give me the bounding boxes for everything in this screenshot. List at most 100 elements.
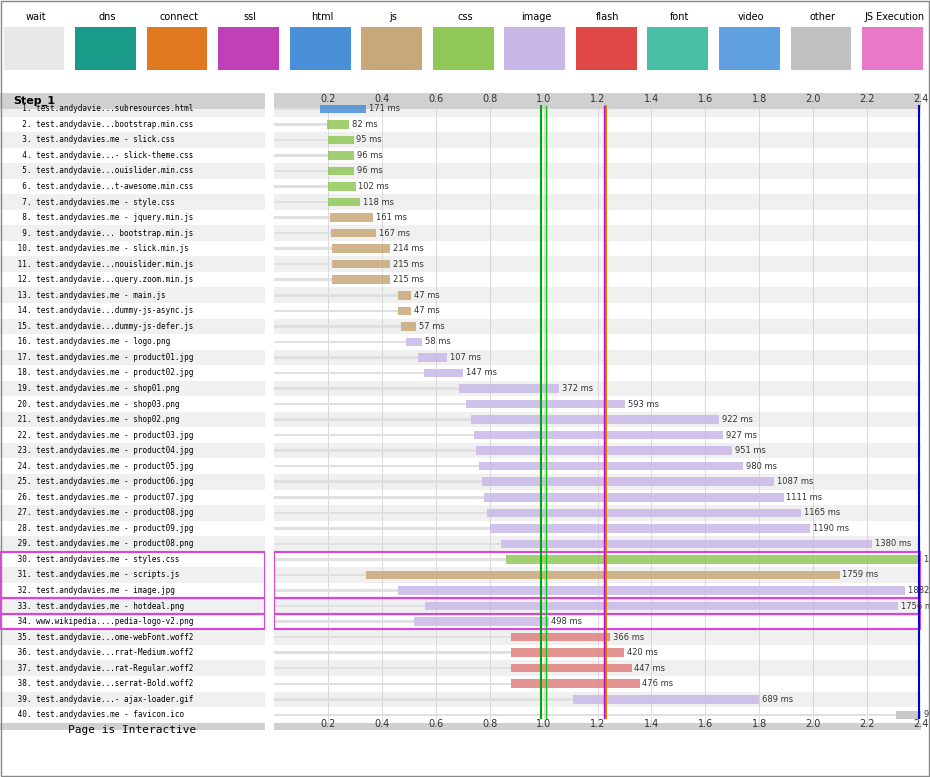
Text: 1087 ms: 1087 ms bbox=[777, 477, 814, 486]
Bar bbox=[512, 648, 624, 657]
Bar bbox=[398, 306, 411, 315]
Text: 24. test.andydavies.me - product05.jpg: 24. test.andydavies.me - product05.jpg bbox=[13, 462, 193, 471]
Bar bbox=[274, 319, 921, 334]
Text: 1.6: 1.6 bbox=[698, 720, 713, 729]
Bar bbox=[274, 614, 921, 629]
Text: 951 ms: 951 ms bbox=[735, 446, 766, 455]
Text: 1190 ms: 1190 ms bbox=[813, 524, 849, 533]
Text: 6. test.andydavie...t-awesome.min.css: 6. test.andydavie...t-awesome.min.css bbox=[13, 182, 193, 191]
Text: wait: wait bbox=[25, 12, 46, 22]
Text: 32. test.andydavies.me - image.jpg: 32. test.andydavies.me - image.jpg bbox=[13, 586, 175, 595]
Bar bbox=[274, 412, 921, 427]
Bar bbox=[0, 629, 265, 645]
Bar bbox=[274, 505, 921, 521]
Text: 37. test.andydavie...rat-Regular.woff2: 37. test.andydavie...rat-Regular.woff2 bbox=[13, 664, 193, 673]
Bar bbox=[274, 598, 921, 614]
Bar bbox=[274, 552, 921, 598]
Bar bbox=[0, 645, 265, 660]
Bar bbox=[0, 132, 265, 148]
Text: 96 ms: 96 ms bbox=[357, 151, 382, 160]
Bar bbox=[274, 185, 328, 188]
Bar bbox=[320, 104, 366, 113]
Text: 14. test.andydavie...dummy-js-async.js: 14. test.andydavie...dummy-js-async.js bbox=[13, 306, 193, 315]
Bar bbox=[274, 496, 485, 499]
Bar bbox=[274, 381, 921, 396]
Bar bbox=[4, 27, 64, 70]
Bar bbox=[274, 325, 401, 328]
Text: 0.4: 0.4 bbox=[375, 94, 390, 104]
Bar bbox=[274, 636, 512, 639]
Bar bbox=[274, 340, 406, 343]
Bar bbox=[274, 645, 921, 660]
Bar bbox=[274, 458, 921, 474]
Bar bbox=[274, 93, 921, 109]
Bar bbox=[274, 667, 512, 670]
Text: 1759 ms: 1759 ms bbox=[843, 570, 879, 580]
Text: 4. test.andydavie...- slick-theme.css: 4. test.andydavie...- slick-theme.css bbox=[13, 151, 193, 160]
Text: video: video bbox=[737, 12, 764, 22]
Text: 167 ms: 167 ms bbox=[379, 228, 410, 238]
Text: 1.4: 1.4 bbox=[644, 94, 659, 104]
Bar bbox=[424, 368, 463, 377]
Bar bbox=[274, 396, 921, 412]
Bar bbox=[274, 490, 921, 505]
Text: 57 ms: 57 ms bbox=[419, 322, 445, 331]
Bar bbox=[0, 365, 265, 381]
Text: 118 ms: 118 ms bbox=[363, 197, 393, 207]
Text: dns: dns bbox=[99, 12, 116, 22]
Text: 0.8: 0.8 bbox=[482, 720, 498, 729]
Text: 2. test.andydavie...bootstrap.min.css: 2. test.andydavie...bootstrap.min.css bbox=[13, 120, 193, 129]
Bar bbox=[862, 27, 923, 70]
Bar bbox=[274, 573, 365, 577]
Text: 29. test.andydavies.me - product08.png: 29. test.andydavies.me - product08.png bbox=[13, 539, 193, 549]
Text: 34. www.wikipedia....pedia-logo-v2.png: 34. www.wikipedia....pedia-logo-v2.png bbox=[13, 617, 193, 626]
Text: 1.8: 1.8 bbox=[751, 94, 766, 104]
Bar bbox=[274, 138, 328, 141]
Bar bbox=[75, 27, 136, 70]
Bar bbox=[274, 132, 921, 148]
Text: 38. test.andydavie...serrat-Bold.woff2: 38. test.andydavie...serrat-Bold.woff2 bbox=[13, 679, 193, 688]
Bar bbox=[331, 228, 376, 237]
Text: other: other bbox=[810, 12, 836, 22]
Text: 1.2: 1.2 bbox=[590, 720, 605, 729]
Bar bbox=[0, 583, 265, 598]
Text: 1882 ms: 1882 ms bbox=[908, 586, 930, 595]
Bar bbox=[274, 434, 473, 437]
Bar bbox=[0, 194, 265, 210]
Bar bbox=[573, 695, 759, 704]
Bar bbox=[506, 555, 922, 564]
Text: 36. test.andydavie...rrat-Medium.woff2: 36. test.andydavie...rrat-Medium.woff2 bbox=[13, 648, 193, 657]
Bar bbox=[0, 598, 265, 614]
Bar bbox=[0, 552, 265, 567]
Text: 30. test.andydavies.me - styles.css: 30. test.andydavies.me - styles.css bbox=[13, 555, 179, 564]
Text: js: js bbox=[390, 12, 397, 22]
Bar bbox=[274, 682, 512, 685]
Bar bbox=[274, 216, 329, 219]
Text: 26. test.andydavies.me - product07.jpg: 26. test.andydavies.me - product07.jpg bbox=[13, 493, 193, 502]
Bar bbox=[500, 539, 872, 549]
Bar bbox=[0, 614, 265, 629]
Text: 93 ms: 93 ms bbox=[924, 710, 930, 720]
Text: 214 ms: 214 ms bbox=[392, 244, 423, 253]
Bar bbox=[0, 256, 265, 272]
Bar bbox=[0, 287, 265, 303]
Bar bbox=[897, 710, 922, 720]
Bar bbox=[274, 356, 418, 359]
Bar bbox=[274, 163, 921, 179]
Bar bbox=[0, 458, 265, 474]
Text: 31. test.andydavies.me - scripts.js: 31. test.andydavies.me - scripts.js bbox=[13, 570, 179, 580]
Text: 372 ms: 372 ms bbox=[562, 384, 592, 393]
Bar bbox=[0, 163, 265, 179]
Bar bbox=[332, 275, 391, 284]
Bar bbox=[274, 107, 320, 110]
Bar bbox=[329, 214, 373, 222]
Bar bbox=[0, 148, 265, 163]
Bar bbox=[274, 443, 921, 458]
Text: ssl: ssl bbox=[244, 12, 257, 22]
Bar bbox=[274, 169, 328, 172]
Bar bbox=[290, 27, 351, 70]
Bar bbox=[0, 707, 265, 723]
Bar bbox=[274, 371, 424, 375]
Bar bbox=[0, 474, 265, 490]
Bar bbox=[274, 542, 500, 545]
